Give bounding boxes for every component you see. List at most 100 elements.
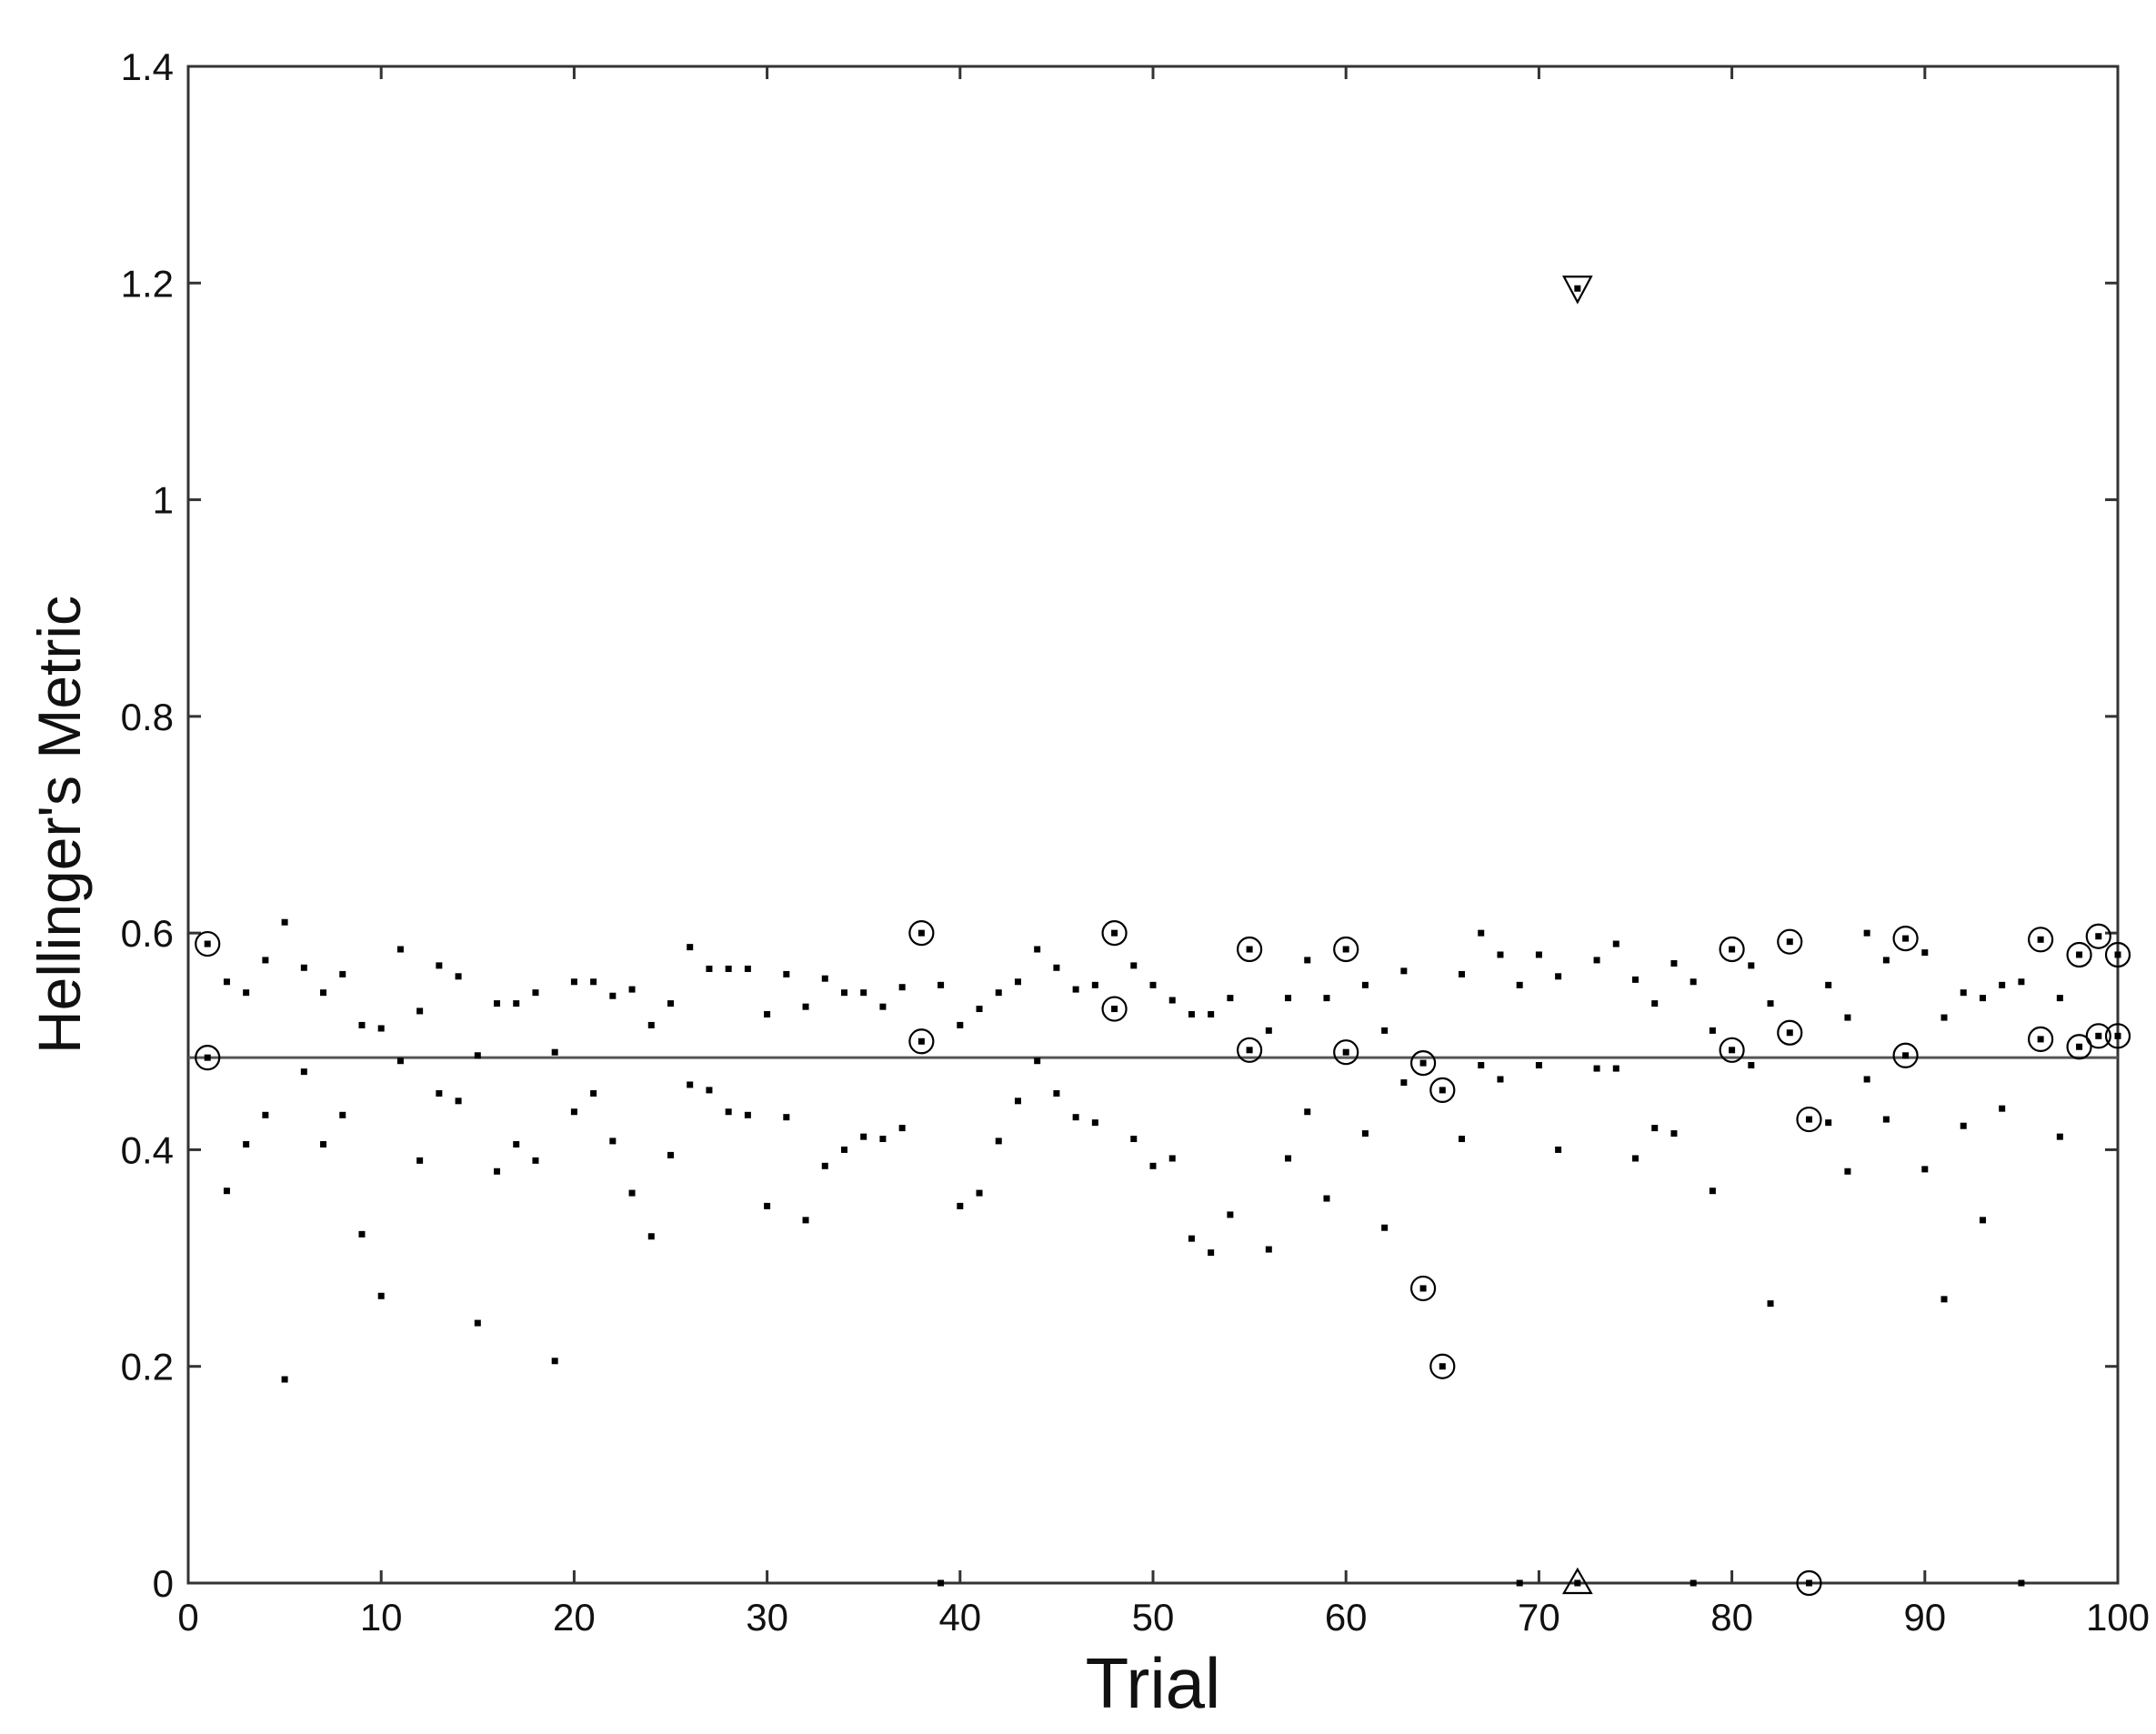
data-point — [494, 1168, 501, 1175]
data-point — [1844, 1014, 1851, 1021]
data-point — [1053, 1089, 1060, 1097]
data-point — [532, 989, 539, 997]
data-point — [1632, 976, 1639, 983]
data-point — [204, 1054, 211, 1061]
data-point — [513, 1140, 520, 1148]
y-tick-label: 1.2 — [121, 262, 174, 305]
data-point — [1593, 1065, 1600, 1072]
data-point — [1960, 989, 1967, 997]
circled-point-marker — [1892, 1042, 1919, 1068]
data-point — [2037, 1036, 2044, 1043]
data-point — [1940, 1014, 1948, 1021]
data-point — [436, 962, 443, 969]
data-point — [628, 1189, 636, 1197]
data-point — [802, 1003, 809, 1010]
data-point — [609, 1138, 617, 1145]
data-point — [1940, 1296, 1948, 1303]
data-point — [1208, 1011, 1215, 1017]
data-point — [1902, 1052, 1910, 1059]
circled-point-marker — [1236, 936, 1263, 963]
circled-point-marker — [908, 920, 935, 947]
data-point — [1400, 967, 1408, 975]
data-point — [436, 1089, 443, 1097]
data-point — [1979, 995, 1986, 1002]
y-tick-label: 1.4 — [121, 45, 174, 88]
data-point — [1999, 981, 2006, 988]
data-point — [1419, 1059, 1427, 1067]
circled-point-marker — [908, 1028, 935, 1055]
data-point — [1304, 957, 1311, 964]
data-point — [667, 1000, 674, 1007]
data-point — [2056, 1133, 2063, 1140]
x-tick-label: 70 — [1518, 1596, 1560, 1639]
data-point — [725, 1108, 732, 1116]
data-point — [1651, 1125, 1659, 1132]
data-point — [667, 1151, 674, 1158]
data-point — [860, 1133, 867, 1140]
data-point — [377, 1292, 385, 1299]
data-point — [377, 1025, 385, 1032]
data-point — [300, 964, 307, 971]
data-point — [2018, 1579, 2025, 1587]
data-point — [416, 1157, 424, 1164]
data-point — [1574, 1579, 1581, 1587]
data-point — [243, 989, 250, 997]
data-point — [1034, 946, 1041, 953]
data-point — [1729, 946, 1736, 953]
data-point — [2056, 995, 2063, 1002]
circled-point-marker — [1796, 1106, 1822, 1133]
data-point — [2114, 1032, 2121, 1039]
data-point — [1805, 1116, 1812, 1123]
circled-point-marker — [1333, 936, 1359, 963]
circled-point-marker — [1719, 936, 1745, 963]
data-point — [1130, 962, 1138, 969]
data-point — [1497, 1076, 1504, 1083]
data-point — [551, 1048, 558, 1056]
circled-point-marker — [2104, 941, 2131, 968]
data-point — [1516, 1579, 1523, 1587]
data-point — [1786, 938, 1793, 946]
data-point — [1516, 981, 1523, 988]
circled-point-marker — [2085, 1023, 2111, 1049]
data-point — [1130, 1136, 1138, 1143]
data-point — [1111, 1006, 1118, 1013]
data-point — [725, 965, 732, 972]
circled-point-marker — [195, 1045, 221, 1071]
plot-area — [186, 65, 2120, 1585]
circled-point-marker — [1409, 1050, 1437, 1077]
circled-point-marker — [2066, 1034, 2092, 1060]
data-point — [1323, 995, 1330, 1002]
data-point — [1960, 1122, 1967, 1129]
data-point — [918, 1037, 925, 1045]
data-point — [1459, 970, 1466, 977]
data-point — [1805, 1579, 1812, 1587]
data-point — [609, 992, 617, 999]
data-point — [1400, 1079, 1408, 1087]
circled-point-marker — [1777, 1019, 1803, 1046]
data-point — [1690, 1579, 1697, 1587]
x-tick-label: 50 — [1132, 1596, 1175, 1639]
data-point — [320, 1140, 327, 1148]
data-point — [1227, 1211, 1234, 1218]
data-point — [1709, 1188, 1716, 1195]
data-point — [1459, 1136, 1466, 1143]
data-point — [1227, 995, 1234, 1002]
data-point — [416, 1007, 424, 1015]
data-points — [195, 276, 2131, 1597]
data-point — [1902, 935, 1910, 942]
data-point — [1921, 949, 1929, 957]
x-tick-label: 90 — [1903, 1596, 1946, 1639]
data-point — [243, 1140, 250, 1148]
data-point — [1497, 951, 1504, 958]
data-point — [1439, 1363, 1446, 1370]
data-point — [1072, 986, 1079, 993]
y-axis-title: Hellinger's Metric — [25, 596, 93, 1054]
data-point — [1053, 964, 1060, 971]
data-point — [1439, 1087, 1446, 1094]
data-point — [1285, 995, 1292, 1002]
x-tick-label: 100 — [2086, 1596, 2150, 1639]
data-point — [1863, 929, 1870, 937]
data-point — [281, 1376, 288, 1383]
data-point — [1168, 1155, 1176, 1162]
data-point — [339, 1111, 346, 1118]
